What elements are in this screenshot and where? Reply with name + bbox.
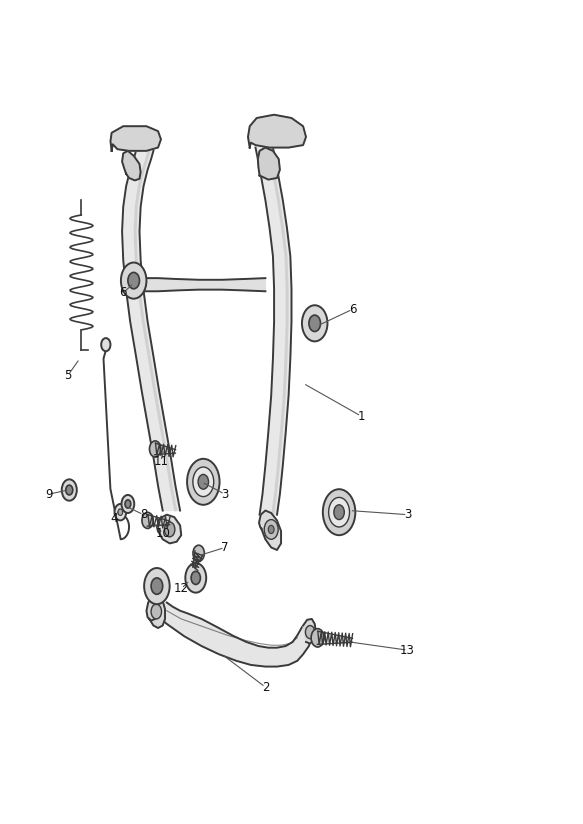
Text: 1: 1 bbox=[357, 410, 365, 423]
Polygon shape bbox=[268, 147, 288, 515]
Polygon shape bbox=[122, 151, 141, 180]
Circle shape bbox=[268, 526, 274, 534]
Circle shape bbox=[121, 263, 146, 298]
Text: 7: 7 bbox=[221, 541, 229, 554]
Text: 2: 2 bbox=[262, 681, 269, 694]
Circle shape bbox=[334, 505, 345, 520]
Circle shape bbox=[323, 489, 355, 535]
Circle shape bbox=[121, 495, 134, 513]
Circle shape bbox=[193, 467, 214, 497]
Text: 4: 4 bbox=[111, 513, 118, 525]
Circle shape bbox=[151, 604, 161, 619]
Circle shape bbox=[311, 629, 324, 647]
Polygon shape bbox=[255, 147, 292, 515]
Circle shape bbox=[128, 273, 139, 289]
Polygon shape bbox=[157, 515, 181, 543]
Polygon shape bbox=[259, 511, 281, 550]
Circle shape bbox=[118, 509, 122, 516]
Text: 12: 12 bbox=[174, 582, 189, 595]
Circle shape bbox=[149, 441, 161, 457]
Text: 6: 6 bbox=[349, 303, 356, 316]
Circle shape bbox=[329, 498, 350, 527]
Polygon shape bbox=[155, 602, 312, 667]
Circle shape bbox=[151, 578, 163, 594]
Text: 8: 8 bbox=[140, 508, 147, 521]
Circle shape bbox=[114, 504, 126, 521]
Polygon shape bbox=[146, 596, 165, 628]
Circle shape bbox=[142, 513, 153, 528]
Polygon shape bbox=[248, 115, 306, 147]
Circle shape bbox=[302, 305, 328, 341]
Circle shape bbox=[185, 563, 206, 592]
Polygon shape bbox=[143, 279, 265, 291]
Text: 11: 11 bbox=[153, 455, 168, 468]
Circle shape bbox=[125, 500, 131, 508]
Polygon shape bbox=[110, 126, 161, 151]
Circle shape bbox=[144, 568, 170, 604]
Text: 13: 13 bbox=[400, 644, 415, 657]
Circle shape bbox=[198, 475, 209, 489]
Circle shape bbox=[305, 625, 315, 639]
Polygon shape bbox=[258, 147, 280, 180]
Text: 5: 5 bbox=[65, 368, 72, 382]
Polygon shape bbox=[122, 151, 180, 511]
Circle shape bbox=[191, 571, 201, 584]
Text: 6: 6 bbox=[120, 287, 127, 299]
Circle shape bbox=[187, 459, 220, 505]
Circle shape bbox=[62, 480, 77, 501]
Text: 3: 3 bbox=[404, 508, 411, 521]
Text: 3: 3 bbox=[221, 488, 229, 501]
Text: 10: 10 bbox=[155, 527, 170, 540]
Circle shape bbox=[264, 520, 278, 539]
Polygon shape bbox=[134, 151, 177, 511]
Circle shape bbox=[101, 338, 110, 351]
Circle shape bbox=[164, 522, 175, 536]
Circle shape bbox=[193, 545, 205, 561]
Circle shape bbox=[309, 315, 321, 331]
Polygon shape bbox=[303, 619, 316, 644]
Circle shape bbox=[66, 485, 73, 495]
Text: 9: 9 bbox=[45, 488, 52, 501]
